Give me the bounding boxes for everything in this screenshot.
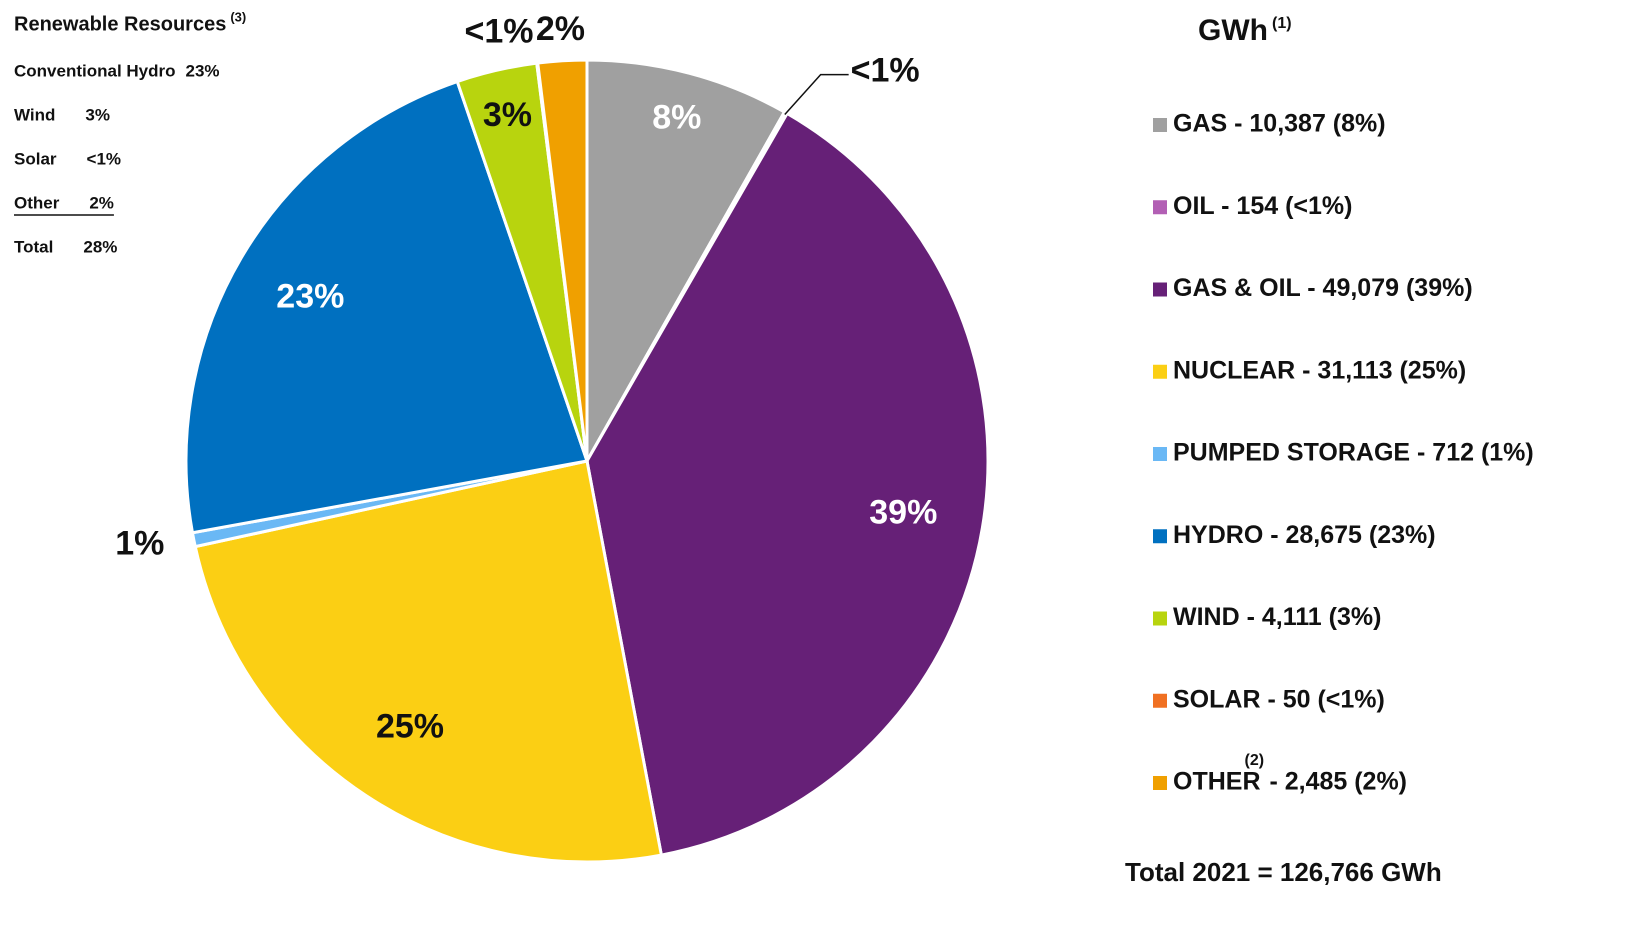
pie-slice	[585, 111, 990, 857]
renewables-name: Solar	[14, 149, 57, 168]
slice-label: 8%	[652, 99, 701, 137]
legend-label-note: (2)	[1245, 752, 1265, 769]
renewables-value: 23%	[186, 61, 220, 80]
legend-label: PUMPED STORAGE - 712 (1%)	[1173, 439, 1534, 467]
renewables-title-note: (3)	[230, 9, 246, 24]
legend-swatch	[1153, 364, 1167, 379]
legend-swatch	[1153, 693, 1167, 708]
legend-swatch	[1153, 200, 1167, 215]
renewables-name: Total	[14, 237, 53, 256]
legend-swatch	[1153, 529, 1167, 544]
legend-swatch	[1153, 282, 1167, 297]
slice-label: <1%	[465, 12, 534, 50]
legend-swatch	[1153, 447, 1167, 461]
renewables-value: 3%	[85, 105, 110, 124]
slice-label: 25%	[376, 708, 444, 746]
legend-label: - 2,485 (2%)	[1263, 768, 1408, 796]
legend-label: GAS & OIL - 49,079 (39%)	[1173, 274, 1473, 302]
legend-label: GAS - 10,387 (8%)	[1173, 110, 1386, 138]
legend-swatch	[1153, 118, 1167, 132]
slice-label: <1%	[851, 52, 920, 90]
renewables-name: Conventional Hydro	[14, 61, 176, 80]
legend-label: HYDRO - 28,675 (23%)	[1173, 521, 1436, 549]
legend-label: OTHER	[1173, 768, 1261, 796]
legend-title: GWh	[1198, 14, 1268, 47]
legend-label: WIND - 4,111 (3%)	[1173, 603, 1381, 631]
renewables-name: Other	[14, 193, 60, 212]
renewables-value: 28%	[83, 237, 117, 256]
legend-label: NUCLEAR - 31,113 (25%)	[1173, 356, 1466, 384]
renewables-title: Renewable Resources	[14, 13, 226, 35]
pie-slice	[184, 79, 589, 535]
renewables-name: Wind	[14, 105, 55, 124]
slice-label: 23%	[276, 278, 344, 316]
pie-slice	[536, 58, 589, 462]
legend-swatch	[1153, 776, 1167, 790]
pie-slice	[585, 58, 787, 467]
leader-line	[784, 73, 849, 115]
legend-label: SOLAR - 50 (<1%)	[1173, 685, 1385, 713]
slice-label: 3%	[483, 96, 532, 134]
renewables-value: <1%	[87, 149, 122, 168]
slice-label: 1%	[115, 525, 164, 563]
legend-swatch	[1153, 611, 1167, 626]
slice-label: 2%	[536, 10, 585, 48]
pie-slice	[193, 459, 664, 864]
total-label: Total 2021 = 126,766 GWh	[1125, 857, 1442, 887]
legend-title-note: (1)	[1272, 15, 1292, 32]
renewables-value: 2%	[89, 193, 114, 212]
legend-label: OIL - 154 (<1%)	[1173, 192, 1352, 220]
slice-label: 39%	[869, 494, 937, 532]
